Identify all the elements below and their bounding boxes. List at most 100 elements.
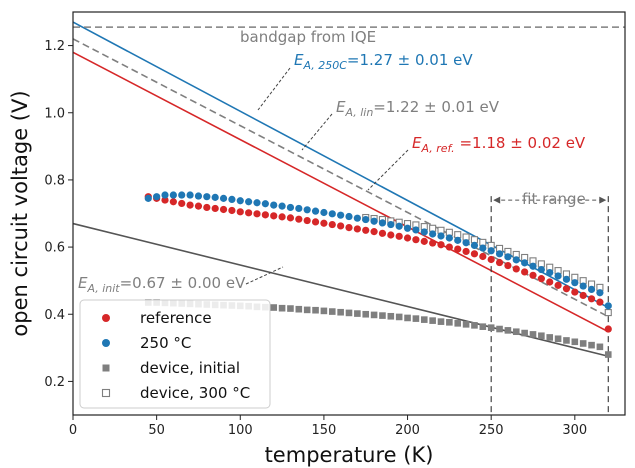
data-point bbox=[512, 328, 520, 336]
x-tick-label: 150 bbox=[311, 423, 336, 438]
data-point bbox=[144, 194, 152, 202]
data-point bbox=[437, 226, 445, 234]
data-point bbox=[579, 340, 587, 347]
data-point bbox=[395, 313, 403, 321]
data-point bbox=[429, 224, 437, 232]
data-point bbox=[311, 207, 320, 215]
data-point bbox=[445, 234, 453, 242]
data-point bbox=[345, 212, 353, 221]
y-axis-ticks: 0.2 0.4 0.6 0.8 1.0 1.2 bbox=[44, 39, 73, 390]
data-point bbox=[211, 193, 219, 201]
data-point bbox=[345, 224, 353, 232]
data-point bbox=[446, 319, 453, 326]
fit-line bbox=[72, 38, 609, 318]
data-point bbox=[487, 324, 495, 331]
data-point bbox=[604, 302, 612, 310]
data-point bbox=[479, 244, 487, 252]
x-tick-label: 0 bbox=[69, 423, 77, 438]
annotation-fitrange: fit range bbox=[522, 190, 586, 208]
data-point bbox=[521, 259, 529, 267]
data-point bbox=[219, 194, 228, 202]
legend-label: device, 300 °C bbox=[140, 384, 250, 402]
data-point bbox=[370, 217, 378, 225]
data-point bbox=[320, 208, 328, 217]
y-tick-label: 0.4 bbox=[44, 308, 65, 323]
annotation-leader bbox=[257, 67, 291, 111]
annotation-leader bbox=[367, 149, 409, 191]
data-point bbox=[579, 282, 587, 290]
data-point bbox=[504, 261, 512, 270]
x-tick-label: 200 bbox=[395, 423, 420, 438]
data-point bbox=[261, 211, 269, 219]
data-point bbox=[312, 306, 319, 314]
data-point bbox=[161, 196, 169, 204]
data-point bbox=[194, 192, 203, 200]
data-point bbox=[245, 198, 253, 206]
data-point bbox=[587, 285, 596, 293]
data-point bbox=[328, 308, 336, 315]
data-point bbox=[328, 210, 336, 218]
data-point bbox=[454, 231, 462, 239]
y-tick-label: 1.0 bbox=[44, 106, 65, 121]
data-point bbox=[420, 228, 428, 236]
x-tick-label: 50 bbox=[148, 423, 165, 438]
data-point bbox=[454, 320, 462, 327]
data-point bbox=[487, 247, 495, 255]
data-point bbox=[286, 214, 295, 222]
annotations: bandgap from IQE EA, 250C=1.27 ± 0.01 eV E… bbox=[78, 28, 586, 295]
data-point bbox=[437, 232, 445, 240]
annotation-bandgap: bandgap from IQE bbox=[240, 28, 376, 46]
data-point bbox=[529, 271, 537, 279]
data-point bbox=[320, 219, 328, 227]
data-point bbox=[278, 213, 286, 221]
legend-label: reference bbox=[140, 309, 212, 327]
data-point bbox=[470, 236, 479, 244]
data-point bbox=[228, 195, 236, 203]
annotation-earef: EA, ref. =1.18 ± 0.02 eV bbox=[412, 134, 586, 155]
data-point bbox=[587, 295, 596, 303]
data-point bbox=[211, 204, 219, 213]
data-point bbox=[412, 315, 420, 322]
data-point bbox=[328, 220, 336, 229]
x-tick-label: 100 bbox=[228, 423, 253, 438]
data-point bbox=[529, 331, 537, 338]
data-point bbox=[462, 247, 470, 256]
y-tick-label: 0.6 bbox=[44, 241, 65, 256]
legend-marker bbox=[102, 364, 110, 372]
data-point bbox=[546, 278, 554, 286]
data-point bbox=[337, 308, 344, 316]
data-point bbox=[403, 224, 412, 232]
data-point bbox=[253, 210, 261, 218]
data-point bbox=[395, 222, 403, 230]
fit-range-marker bbox=[490, 196, 609, 415]
data-point bbox=[169, 198, 177, 206]
data-point bbox=[604, 325, 612, 333]
data-point bbox=[470, 250, 479, 258]
data-point bbox=[479, 238, 487, 246]
data-point bbox=[270, 304, 278, 311]
data-point bbox=[337, 211, 345, 219]
legend-label: 250 °C bbox=[140, 334, 191, 352]
data-point bbox=[245, 209, 253, 217]
data-point bbox=[412, 236, 420, 244]
data-point bbox=[404, 314, 411, 322]
data-point bbox=[429, 317, 436, 324]
annotation-leader bbox=[301, 113, 333, 151]
data-point bbox=[437, 318, 445, 325]
data-point bbox=[362, 226, 370, 234]
data-point bbox=[287, 305, 294, 312]
data-point bbox=[537, 260, 545, 268]
data-point bbox=[303, 206, 311, 214]
y-axis-label: open circuit voltage (V) bbox=[8, 90, 32, 336]
data-point bbox=[169, 191, 177, 199]
data-point bbox=[521, 329, 528, 337]
data-point bbox=[596, 343, 604, 351]
data-point bbox=[596, 289, 604, 297]
data-point bbox=[579, 291, 587, 300]
fit-range-arrow-right bbox=[599, 196, 607, 204]
data-point bbox=[345, 309, 353, 317]
data-point bbox=[529, 262, 537, 270]
data-point bbox=[161, 191, 169, 199]
annotation-ealin: EA, lin=1.22 ± 0.01 eV bbox=[336, 98, 500, 119]
data-point bbox=[194, 202, 203, 210]
